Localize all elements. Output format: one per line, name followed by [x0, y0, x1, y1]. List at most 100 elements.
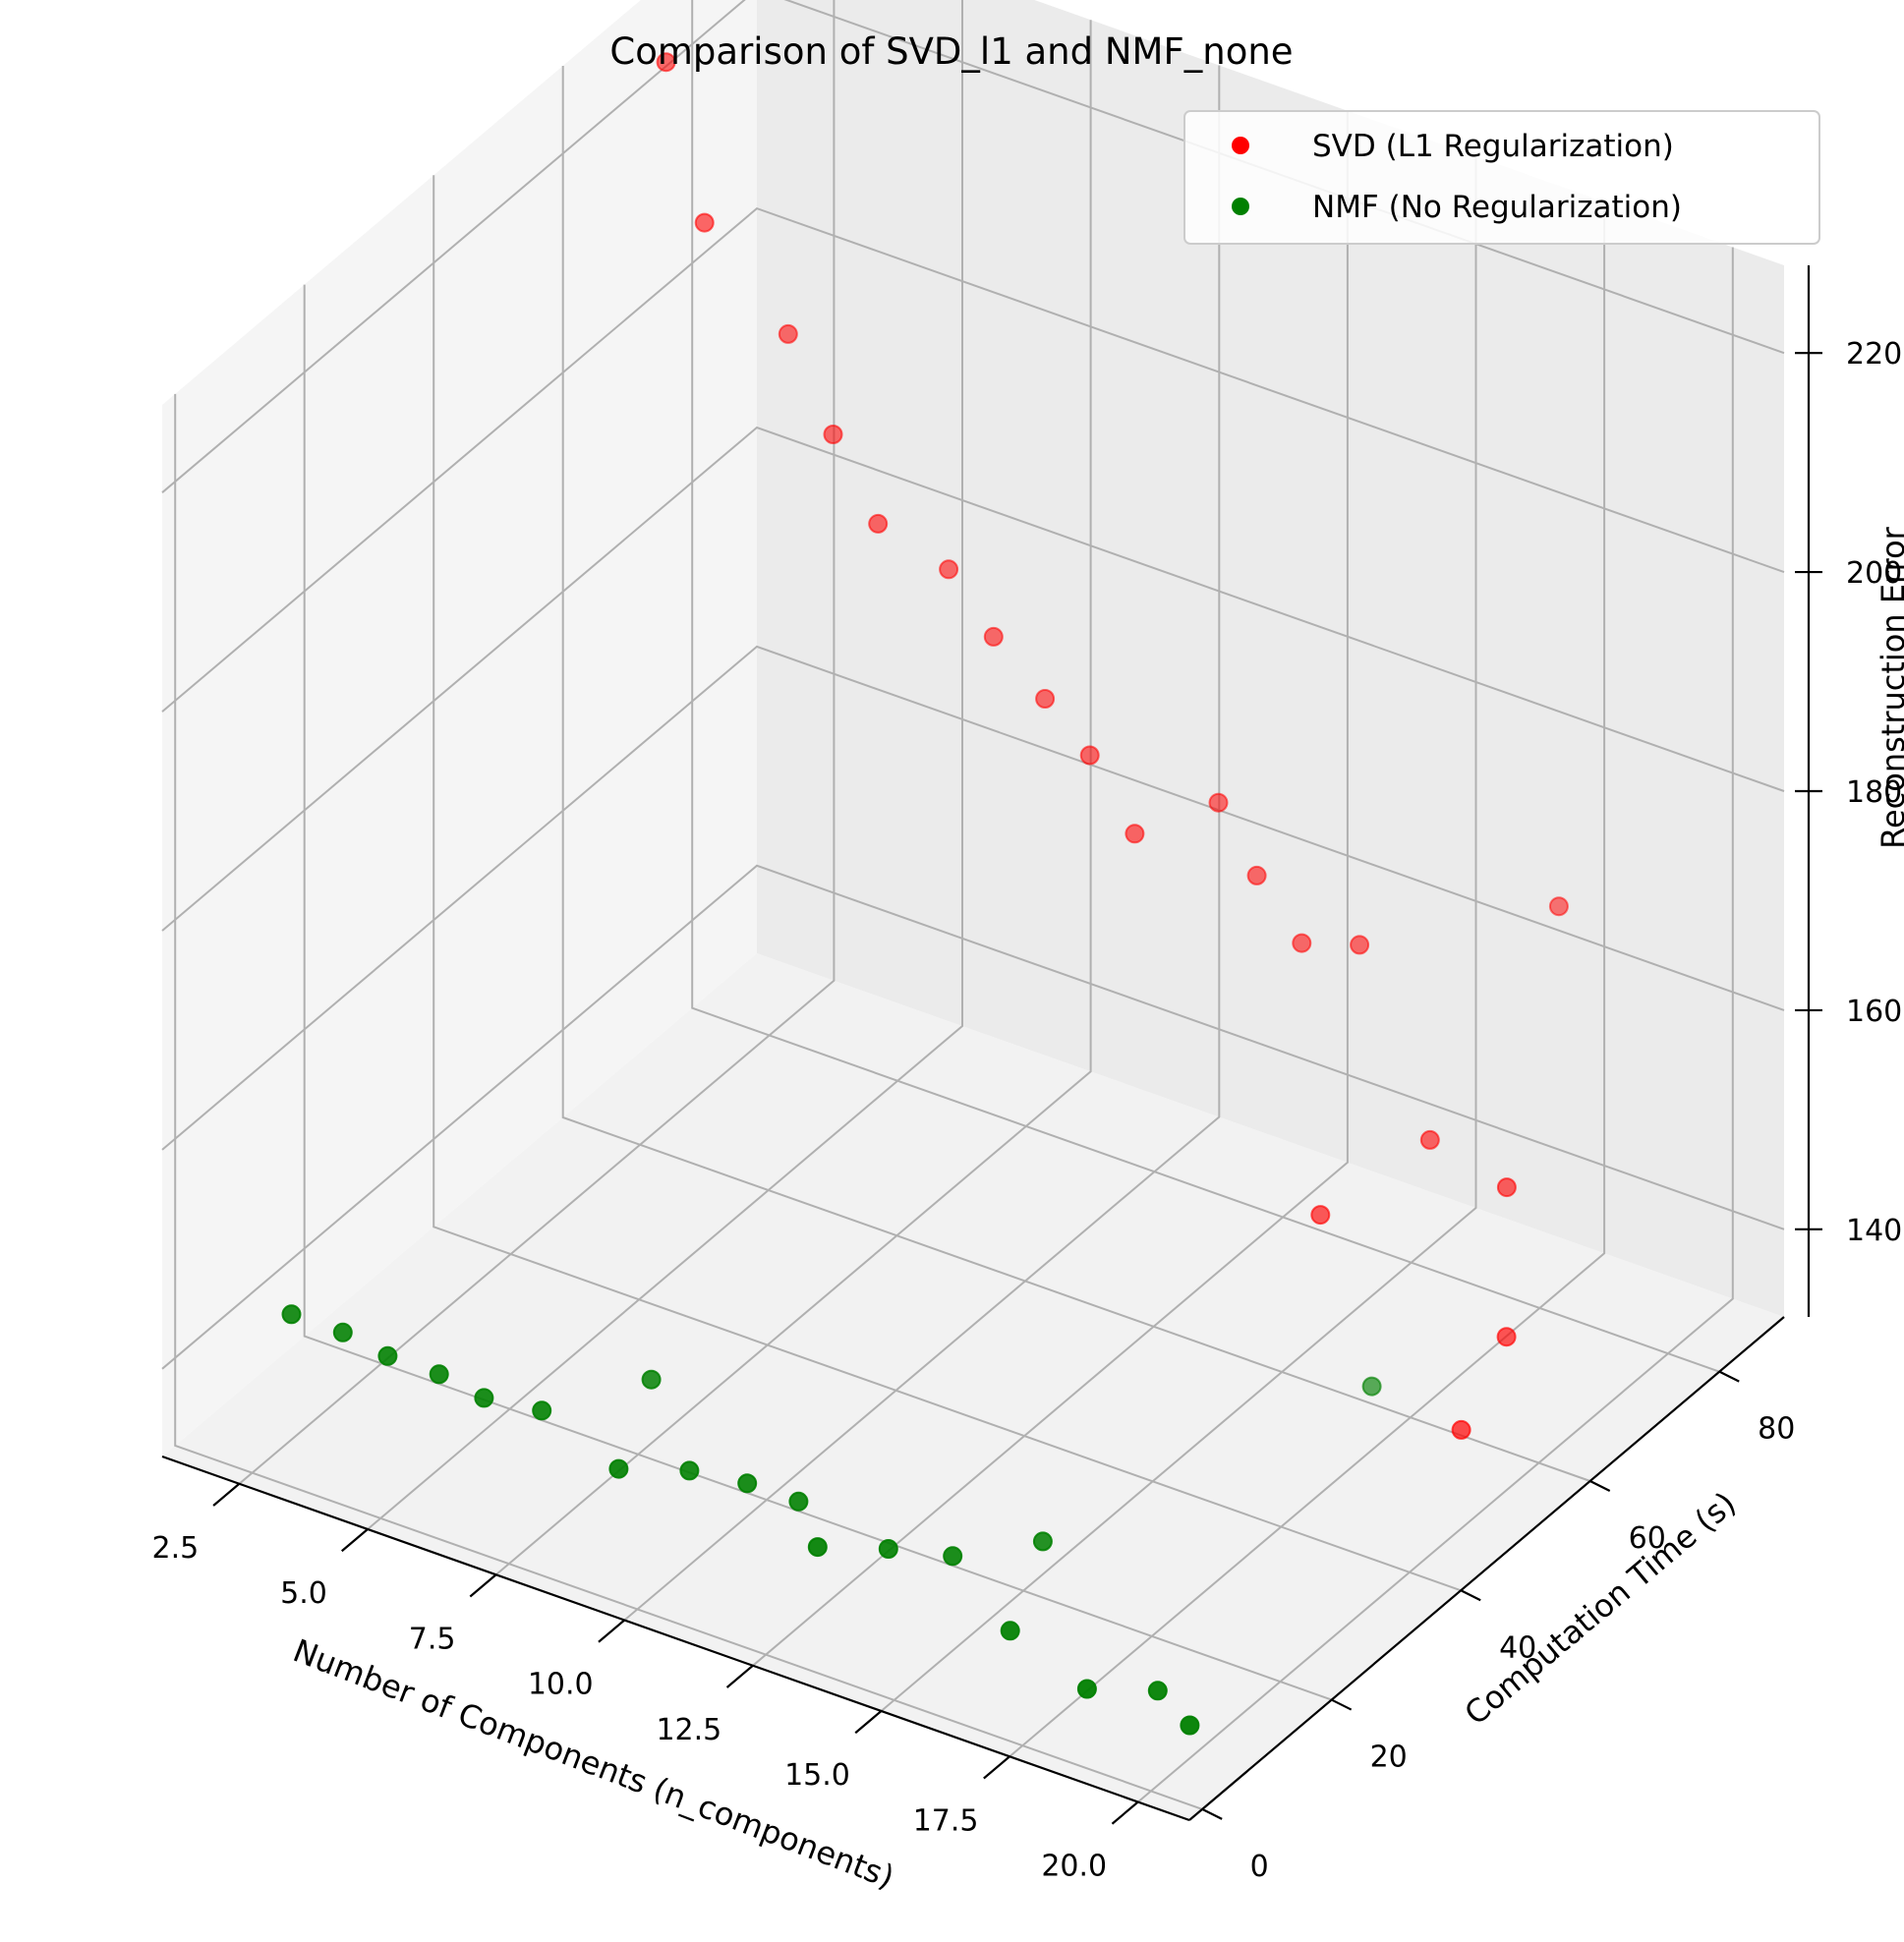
grid-line-y-3 — [561, 66, 1591, 1482]
point-svd-19 — [1451, 1419, 1471, 1440]
point-nmf-7 — [608, 1458, 629, 1479]
point-nmf-6 — [641, 1369, 662, 1390]
grid-line-x-4 — [752, 110, 1349, 1667]
legend-label-nmf: NMF (No Regularization) — [1312, 190, 1682, 225]
point-nmf-12 — [878, 1539, 898, 1559]
grid-line-x-5 — [880, 156, 1477, 1712]
point-svd-17 — [1496, 1177, 1517, 1198]
point-nmf-4 — [474, 1388, 494, 1408]
y-tick-2 — [1460, 1589, 1481, 1602]
point-nmf-11 — [807, 1537, 828, 1558]
z-axis-label: Reconstruction Error — [1875, 526, 1904, 849]
point-nmf-13 — [943, 1546, 963, 1567]
axes: 2.5 5.0 7.5 10.0 12.5 15.0 17.5 20.0 0 20 40 60 80 14… — [152, 265, 1902, 1884]
grid-line-x-1 — [367, 0, 963, 1530]
point-svd-5 — [939, 559, 959, 580]
point-nmf-10 — [788, 1491, 809, 1512]
x-tick-2 — [469, 1573, 497, 1598]
z-tick-label-3: 200 — [1846, 556, 1902, 591]
point-nmf-1 — [332, 1322, 353, 1342]
grid-line-x-7 — [1137, 247, 1734, 1803]
point-svd-14 — [1310, 1205, 1331, 1226]
x-tick-1 — [340, 1528, 369, 1553]
legend-marker-svd — [1232, 137, 1249, 154]
point-nmf-19 — [1180, 1715, 1200, 1736]
x-tick-3 — [598, 1619, 625, 1643]
y-tick-label-3: 60 — [1629, 1521, 1666, 1556]
z-tick-label-2: 180 — [1846, 775, 1902, 810]
y-tick-3 — [1589, 1479, 1611, 1492]
grid-line-y-2 — [433, 175, 1462, 1592]
point-svd-0 — [656, 52, 676, 73]
point-svd-7 — [1035, 689, 1056, 709]
data-points — [281, 52, 1569, 1736]
x-tick-7 — [1111, 1800, 1139, 1825]
point-nmf-2 — [377, 1345, 398, 1366]
x-tick-label-4: 12.5 — [656, 1713, 721, 1747]
point-svd-6 — [983, 626, 1004, 647]
y-tick-1 — [1331, 1698, 1353, 1711]
point-nmf-15 — [1000, 1621, 1020, 1641]
x-tick-label-5: 15.0 — [784, 1758, 850, 1793]
x-tick-label-2: 7.5 — [409, 1622, 456, 1656]
legend-marker-nmf — [1232, 198, 1249, 215]
chart-title: Comparison of SVD_l1 and NMF_none — [609, 30, 1293, 73]
x-axis-line — [161, 1455, 1190, 1822]
x-tick-5 — [854, 1710, 883, 1735]
grid-line-z-0 — [161, 864, 1785, 1370]
point-nmf-18 — [1147, 1681, 1168, 1701]
y-axis-line — [1188, 1316, 1785, 1821]
y-tick-label-2: 40 — [1499, 1630, 1536, 1665]
x-tick-label-7: 20.0 — [1041, 1850, 1107, 1884]
grid-line-z-1 — [161, 645, 1785, 1151]
grid-lines — [161, 0, 1785, 1810]
point-nmf-14 — [1032, 1531, 1053, 1552]
back-pane — [757, 0, 1784, 1317]
point-svd-4 — [868, 513, 889, 534]
point-nmf-9 — [737, 1473, 758, 1494]
point-nmf-16 — [1361, 1376, 1382, 1397]
grid-line-x-6 — [1009, 201, 1606, 1758]
point-svd-2 — [778, 323, 798, 344]
point-nmf-5 — [532, 1400, 552, 1421]
point-nmf-8 — [679, 1460, 700, 1481]
grid-line-x-3 — [623, 65, 1221, 1622]
point-svd-16 — [1548, 896, 1569, 917]
point-svd-9 — [1125, 824, 1145, 844]
point-svd-1 — [694, 212, 715, 233]
y-tick-0 — [1201, 1807, 1223, 1820]
x-tick-4 — [725, 1664, 754, 1688]
y-tick-label-0: 0 — [1250, 1850, 1269, 1884]
axis-panes — [162, 0, 1784, 1820]
grid-line-z-2 — [161, 426, 1785, 932]
legend-label-svd: SVD (L1 Regularization) — [1312, 129, 1674, 164]
point-svd-18 — [1496, 1327, 1517, 1347]
x-tick-6 — [983, 1755, 1010, 1780]
y-tick-label-4: 80 — [1758, 1412, 1795, 1447]
x-tick-label-3: 10.0 — [528, 1668, 594, 1702]
point-svd-3 — [823, 425, 843, 444]
y-tick-label-1: 20 — [1370, 1741, 1408, 1775]
grid-line-x-2 — [494, 20, 1092, 1576]
x-tick-label-1: 5.0 — [280, 1576, 327, 1611]
point-nmf-0 — [281, 1304, 302, 1325]
grid-line-y-1 — [303, 284, 1333, 1701]
grid-line-x-0 — [238, 0, 836, 1485]
x-tick-label-0: 2.5 — [152, 1531, 200, 1566]
side-pane — [162, 0, 757, 1456]
point-svd-15 — [1419, 1129, 1440, 1150]
grid-line-z-3 — [161, 206, 1785, 713]
x-tick-0 — [212, 1482, 241, 1507]
z-tick-label-0: 140 — [1846, 1214, 1902, 1248]
point-svd-10 — [1208, 792, 1229, 813]
point-nmf-17 — [1076, 1679, 1097, 1699]
z-tick-label-4: 220 — [1846, 337, 1902, 371]
point-svd-13 — [1350, 935, 1370, 955]
x-tick-label-6: 17.5 — [913, 1803, 979, 1838]
grid-line-y-0 — [174, 393, 1203, 1810]
point-nmf-3 — [429, 1364, 449, 1385]
point-svd-12 — [1292, 933, 1312, 953]
point-svd-8 — [1079, 745, 1100, 766]
